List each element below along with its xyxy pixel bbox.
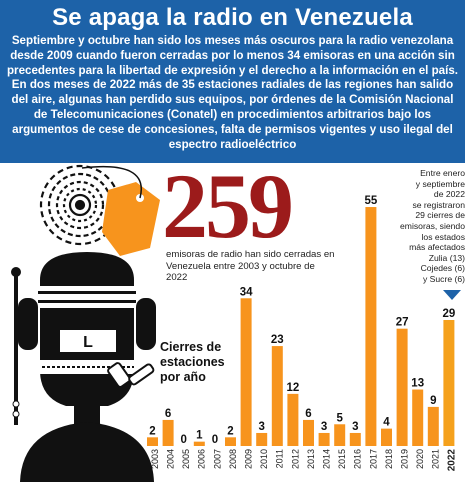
bar-value-label: 3 — [321, 421, 327, 433]
side-note-line: los estados — [421, 231, 465, 242]
x-tick-label: 2011 — [275, 449, 285, 468]
bar-2017 — [365, 207, 377, 446]
zipper-mouth-icon — [40, 360, 155, 388]
side-note-line: de 2022 — [433, 189, 465, 200]
bar-2016 — [349, 432, 361, 446]
bar-value-label: 3 — [258, 421, 264, 433]
side-note-line: y septiembre — [415, 178, 465, 189]
side-note-line: más afectados — [409, 242, 465, 253]
x-tick-label: 2012 — [290, 449, 300, 469]
bar-value-label: 2 — [227, 425, 233, 437]
x-tick-label: 2004 — [165, 449, 175, 469]
x-tick-label: 2019 — [399, 449, 409, 469]
page-title: Se apaga la radio en Venezuela — [52, 4, 413, 31]
bar-2008 — [225, 437, 236, 446]
bar-value-label: 6 — [305, 408, 311, 420]
total-closures-number: 259 — [162, 155, 294, 257]
x-tick-label: 2006 — [197, 449, 207, 469]
bar-value-label: 9 — [430, 395, 436, 407]
bar-2020 — [412, 389, 424, 446]
x-tick-label: 2016 — [353, 449, 363, 469]
bar-value-label: 29 — [443, 308, 456, 320]
bar-value-label: 2 — [149, 425, 155, 437]
bar-2006 — [193, 441, 205, 446]
side-note-line: 29 cierres de — [415, 210, 465, 221]
side-note-line: emisoras, siendo — [400, 220, 465, 231]
bar-2009 — [240, 298, 252, 446]
bar-2018 — [381, 428, 392, 446]
bar-2004 — [162, 419, 174, 446]
bar-2021 — [427, 406, 439, 446]
bar-2022 — [443, 320, 455, 446]
bar-2011 — [271, 346, 283, 446]
x-tick-label: 2017 — [368, 449, 378, 469]
x-tick-label: 2005 — [181, 449, 191, 469]
bar-value-label: 4 — [383, 417, 390, 429]
side-note: Entre enero y septiembre de 2022 se regi… — [388, 168, 465, 285]
x-tick-label: 2015 — [337, 449, 347, 469]
bar-value-label: 3 — [352, 421, 358, 433]
side-note-line: Cojedes (6) — [420, 263, 465, 274]
bar-2013 — [303, 419, 314, 446]
bar-value-label: 0 — [212, 434, 218, 446]
x-tick-label: 2020 — [415, 449, 425, 469]
intro-paragraph: Septiembre y octubre han sido los meses … — [6, 34, 459, 151]
bar-2014 — [318, 432, 330, 446]
side-note-line: Entre enero — [420, 168, 465, 178]
price-tag-icon — [81, 165, 160, 256]
down-arrow-icon — [443, 290, 461, 300]
svg-text:L: L — [83, 334, 93, 351]
gagged-radio-face-icon: L — [11, 164, 160, 482]
bar-value-label: 55 — [365, 195, 378, 207]
x-tick-label: 2021 — [431, 449, 441, 469]
bar-value-label: 12 — [287, 382, 300, 394]
bar-value-label: 34 — [240, 286, 253, 298]
x-tick-label: 2014 — [321, 449, 331, 469]
x-tick-label: 2013 — [306, 449, 316, 469]
bar-value-label: 6 — [165, 408, 171, 420]
side-note-line: Zulia (13) — [428, 252, 465, 263]
x-tick-label: 2009 — [243, 449, 253, 469]
chart-label: Cierres de estaciones por año — [160, 340, 225, 384]
bar-2010 — [256, 432, 268, 446]
side-note-line: se registraron — [412, 199, 465, 210]
bar-value-label: 13 — [411, 378, 424, 390]
side-note-line: y Sucre (6) — [422, 273, 465, 284]
x-tick-label: 2003 — [150, 449, 160, 469]
bar-value-label: 27 — [396, 317, 409, 329]
bar-2015 — [334, 424, 346, 446]
x-tick-label: 2010 — [259, 449, 269, 469]
header-banner: Se apaga la radio en Venezuela Septiembr… — [0, 0, 465, 163]
bar-2012 — [287, 393, 299, 446]
x-tick-label: 2007 — [212, 449, 222, 469]
total-closures-caption: emisoras de radio han sido cerradas en V… — [166, 249, 335, 283]
bar-value-label: 5 — [336, 412, 343, 424]
x-tick-label: 2022 — [447, 449, 458, 472]
bar-value-label: 23 — [271, 334, 284, 346]
x-tick-label: 2018 — [384, 449, 394, 469]
bar-value-label: 1 — [196, 430, 203, 442]
bar-value-label: 0 — [180, 434, 186, 446]
x-tick-label: 2008 — [228, 449, 238, 469]
bar-2019 — [396, 328, 408, 446]
bar-2003 — [147, 437, 158, 446]
